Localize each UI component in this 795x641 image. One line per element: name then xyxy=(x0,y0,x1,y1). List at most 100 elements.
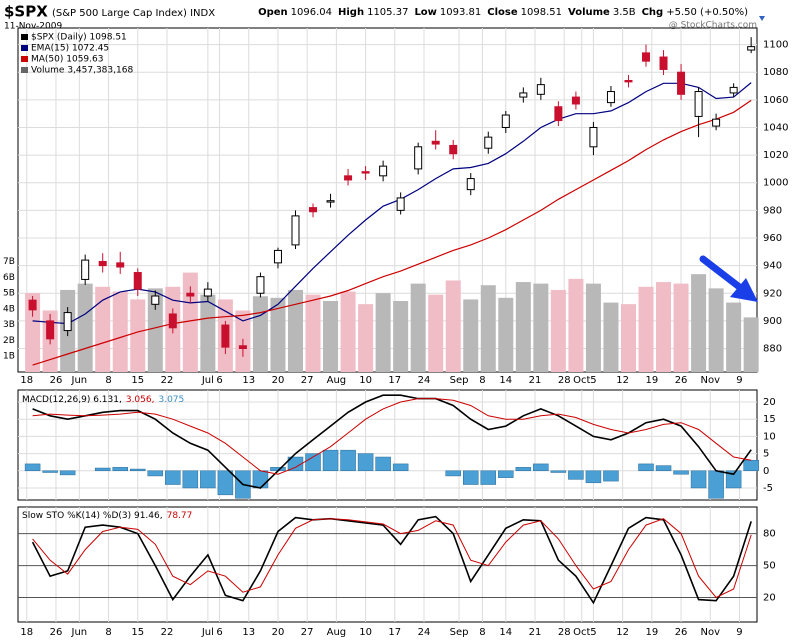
x-tick-label: 22 xyxy=(161,375,174,386)
candle-body xyxy=(326,200,335,203)
histogram-bar xyxy=(24,463,41,472)
x-tick-label: 24 xyxy=(418,375,431,386)
legend-entry: 78.77 xyxy=(167,511,193,521)
x-tick-label: 10 xyxy=(359,375,372,386)
stat-value: 1096.04 xyxy=(291,7,332,18)
stat-value: 3.5B xyxy=(613,7,636,18)
x-tick-label: 26 xyxy=(50,375,63,386)
x-tick-label: 12 xyxy=(616,375,629,386)
candle-body xyxy=(361,171,370,174)
x-tick-label: 19 xyxy=(645,627,658,638)
candle-body xyxy=(747,46,756,51)
series-line xyxy=(32,82,752,325)
volume-tick-label: 2B xyxy=(3,336,15,346)
histogram-bar xyxy=(112,467,128,472)
volume-bar xyxy=(463,299,479,372)
legend-swatch xyxy=(21,34,28,40)
histogram-bar xyxy=(147,470,164,477)
candle-body xyxy=(98,260,107,267)
candle-body xyxy=(484,136,493,149)
x-tick-label: 14 xyxy=(499,627,512,638)
candle-body xyxy=(712,118,721,127)
y-tick-label: 50 xyxy=(763,561,776,572)
volume-bar xyxy=(550,289,566,372)
volume-bar xyxy=(428,294,444,372)
histogram-bar xyxy=(182,470,199,489)
arrow-head xyxy=(730,278,758,302)
histogram-bar xyxy=(165,470,181,485)
volume-tick-label: 4B xyxy=(3,304,15,314)
x-tick-label: Jul xyxy=(201,375,214,386)
x-tick-label: 13 xyxy=(242,375,255,386)
stat-label: Chg xyxy=(642,7,664,18)
x-tick-label: 21 xyxy=(529,627,542,638)
y-tick-label: 0 xyxy=(763,466,769,477)
x-tick-label: 8 xyxy=(105,627,111,638)
stat-value: 1098.51 xyxy=(521,7,562,18)
histogram-bar xyxy=(568,470,584,480)
candle-body xyxy=(501,114,510,128)
legend-entry: 3.075 xyxy=(158,395,184,405)
y-tick-label: 880 xyxy=(763,344,782,355)
histogram-bar xyxy=(357,453,374,472)
x-tick-label: 20 xyxy=(272,627,285,638)
volume-bar xyxy=(410,283,426,372)
y-tick-label: 80 xyxy=(763,529,776,540)
volume-bar xyxy=(252,296,268,372)
volume-bar xyxy=(691,274,707,372)
volume-bar xyxy=(77,283,93,372)
histogram-bar xyxy=(585,470,602,484)
volume-bar xyxy=(200,294,216,372)
stat-label: Volume xyxy=(568,7,610,18)
histogram-bar xyxy=(690,470,707,489)
arrow-shaft xyxy=(699,255,746,293)
legend: MACD(12,26,9) 6.131, 3.056, 3.075 xyxy=(22,395,184,405)
volume-bar xyxy=(358,304,374,372)
x-tick-label: 6 xyxy=(216,375,222,386)
y-tick-label: -5 xyxy=(763,483,773,494)
candle-body xyxy=(63,312,72,332)
stat-label: Close xyxy=(487,7,518,18)
y-tick-label: 900 xyxy=(763,316,782,327)
y-tick-label: 10 xyxy=(763,431,776,442)
chart-subtitle: (S&P 500 Large Cap Index) INDX xyxy=(52,8,215,19)
legend-entry: MA(50) 1059.63 xyxy=(31,55,103,65)
x-tick-label: 20 xyxy=(272,375,285,386)
stat-value: +5.50 (+0.50%) xyxy=(666,7,748,18)
candle-body xyxy=(221,324,230,348)
candle-body xyxy=(81,259,90,280)
histogram-bar xyxy=(392,463,409,472)
volume-bar xyxy=(708,288,724,372)
volume-bar xyxy=(112,291,128,372)
y-tick-label: 920 xyxy=(763,288,782,299)
x-tick-label: 22 xyxy=(161,627,174,638)
legend: Slow STO %K(14) %D(3) 91.46, 78.77 xyxy=(22,511,192,521)
histogram-bar xyxy=(708,470,724,499)
candle-body xyxy=(414,146,423,170)
candle-body xyxy=(186,292,195,297)
x-tick-label: 19 xyxy=(645,375,658,386)
volume-bar xyxy=(95,286,111,372)
legend-swatch xyxy=(21,67,28,73)
x-tick-label: 18 xyxy=(20,375,33,386)
histogram-bar xyxy=(94,467,111,472)
x-tick-label: 24 xyxy=(418,627,431,638)
histogram-bar xyxy=(515,467,532,472)
candle-body xyxy=(554,106,563,122)
volume-tick-label: 7B xyxy=(3,257,15,267)
chart-title: $SPX xyxy=(4,3,48,21)
candle-body xyxy=(133,272,142,290)
x-tick-label: 28 xyxy=(558,627,571,638)
candle-body xyxy=(677,71,686,95)
x-tick-label: 10 xyxy=(359,627,372,638)
y-tick-label: 1060 xyxy=(763,95,788,106)
x-tick-label: 28 xyxy=(558,375,571,386)
candle-body xyxy=(396,197,405,211)
volume-bar xyxy=(375,293,391,372)
legend-swatch xyxy=(21,45,28,51)
x-tick-label: 17 xyxy=(388,375,401,386)
x-tick-label: 26 xyxy=(675,627,688,638)
y-tick-label: 1020 xyxy=(763,150,788,161)
candle-body xyxy=(431,140,440,145)
